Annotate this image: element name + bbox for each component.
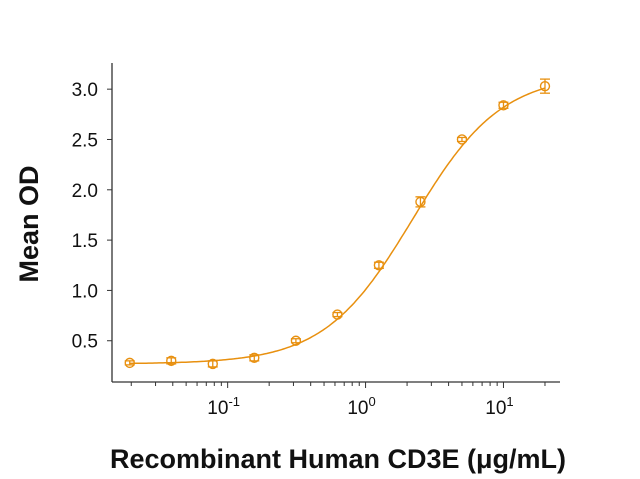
point-marker [498,100,509,111]
point-marker [290,335,302,346]
point-marker [539,80,551,92]
axes [111,63,560,383]
x-tick-label: 101 [485,394,513,419]
data-point [498,100,509,111]
data-point [124,357,135,369]
point-marker [124,357,135,369]
point-marker [415,196,426,208]
x-tick-label: 10-1 [207,394,240,419]
x-tick-label: 100 [347,394,375,419]
y-tick-label: 1.0 [72,281,98,302]
x-axis-label: Recombinant Human CD3E (μg/mL) [110,444,566,474]
fit-curve-group [129,87,546,365]
data-point [207,358,218,370]
y-axis-label: Mean OD [14,165,44,282]
ticks: 0.5 1.0 1.5 2.0 2.5 3.0 10-1 100 101 [72,80,546,419]
y-tick-label: 2.0 [72,181,98,202]
data-point [290,335,302,346]
point-marker [207,358,218,370]
point-marker [456,134,468,145]
data-point [249,352,260,364]
data-point [539,78,551,94]
point-marker [373,260,385,271]
data-point [373,260,385,271]
data-point [456,134,468,145]
y-tick-label: 1.5 [72,231,98,252]
fit-curve [129,87,546,365]
point-marker [249,352,260,364]
data-point [332,309,343,320]
data-point [166,355,177,367]
y-tick-label: 3.0 [72,80,98,101]
data-points [124,78,551,370]
y-tick-label: 0.5 [72,332,98,353]
point-marker [332,309,343,320]
point-marker [166,355,177,367]
y-tick-label: 2.5 [72,130,98,151]
data-point [415,196,426,208]
